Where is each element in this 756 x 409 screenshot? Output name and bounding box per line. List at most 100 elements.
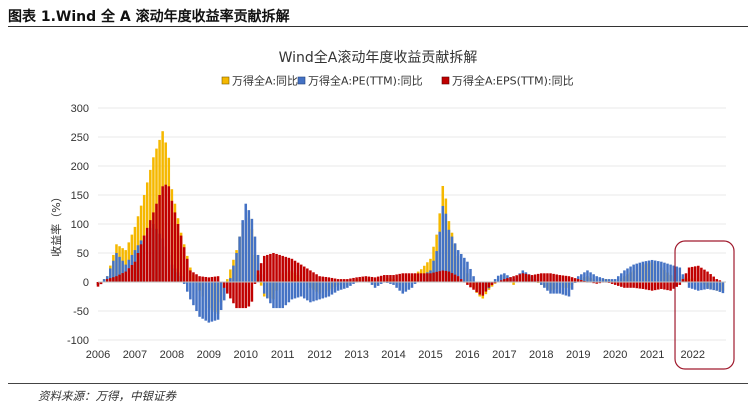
- bar-pe: [450, 236, 454, 282]
- bar-pe: [195, 282, 198, 311]
- legend-label-total: 万得全A:同比: [232, 74, 298, 88]
- bar-eps: [383, 275, 386, 282]
- bar-pe: [493, 279, 497, 282]
- bar-pe: [620, 273, 623, 282]
- bar-pe: [290, 282, 294, 300]
- bar-pe: [558, 282, 562, 294]
- bar-eps: [549, 273, 552, 282]
- bar-eps: [318, 276, 321, 282]
- bar-eps: [706, 271, 709, 282]
- bar-eps: [546, 273, 549, 282]
- bar-pe: [241, 220, 244, 282]
- bar-pe: [687, 282, 691, 288]
- bar-pe: [330, 282, 334, 295]
- bar-eps: [660, 282, 663, 289]
- x-tick-label: 2007: [123, 349, 147, 361]
- bar-eps: [709, 274, 712, 282]
- bar-eps: [312, 272, 315, 282]
- bar-eps: [226, 282, 229, 294]
- bar-eps: [105, 279, 109, 282]
- bar-eps: [407, 273, 411, 282]
- bar-eps: [530, 275, 534, 282]
- y-tick-label: 150: [71, 190, 89, 202]
- y-tick-label: -50: [73, 306, 89, 318]
- bar-pe: [592, 274, 595, 282]
- bar-eps: [287, 257, 291, 282]
- bar-pe: [472, 276, 475, 282]
- bar-eps: [386, 275, 389, 282]
- bar-eps: [435, 271, 438, 282]
- bar-eps: [700, 267, 703, 282]
- x-tick-label: 2006: [86, 349, 110, 361]
- bar-eps: [346, 279, 349, 282]
- bar-eps: [395, 274, 398, 282]
- series-pe: [96, 203, 725, 323]
- bar-pe: [247, 210, 251, 282]
- bar-eps: [684, 273, 688, 282]
- bar-eps: [610, 282, 614, 284]
- bar-pe: [607, 279, 611, 282]
- bar-eps: [389, 275, 392, 282]
- bar-pe: [373, 282, 377, 288]
- bar-eps: [626, 282, 629, 288]
- bar-pe: [543, 282, 546, 288]
- bar-pe: [404, 282, 408, 292]
- bar-pe: [697, 282, 700, 291]
- bar-pe: [112, 260, 115, 282]
- x-tick-label: 2015: [418, 349, 442, 361]
- bar-pe: [192, 282, 195, 306]
- bar-eps: [139, 244, 143, 282]
- bar-eps: [558, 275, 562, 282]
- bar-pe: [613, 279, 617, 282]
- bar-eps: [506, 278, 509, 282]
- bar-eps: [456, 276, 460, 282]
- bar-eps: [161, 186, 164, 282]
- bar-eps: [278, 254, 281, 282]
- bar-pe: [312, 282, 315, 302]
- bar-pe: [700, 282, 703, 291]
- bar-pe: [118, 256, 121, 282]
- bar-eps: [441, 270, 445, 282]
- bar-eps: [118, 274, 121, 282]
- bar-total: [226, 279, 229, 282]
- bar-eps: [515, 275, 518, 282]
- bar-pe: [644, 261, 648, 282]
- bar-pe: [232, 265, 235, 282]
- bar-eps: [512, 276, 515, 282]
- bar-pe: [657, 261, 660, 282]
- bar-eps: [361, 276, 364, 282]
- bar-eps: [330, 277, 334, 282]
- bar-pe: [466, 261, 469, 282]
- bar-eps: [423, 273, 426, 282]
- bar-pe: [435, 251, 438, 282]
- bar-pe: [182, 282, 186, 284]
- bar-eps: [222, 282, 226, 288]
- bar-pe: [586, 270, 589, 282]
- bar-eps: [678, 282, 682, 285]
- legend: 万得全A:同比 万得全A:PE(TTM):同比 万得全A:EPS(TTM):同比: [221, 74, 574, 88]
- x-tick-label: 2013: [344, 349, 368, 361]
- bar-eps: [543, 273, 546, 282]
- bar-pe: [703, 282, 706, 290]
- bar-eps: [284, 256, 288, 282]
- bar-eps: [595, 282, 598, 284]
- bar-eps: [641, 282, 645, 289]
- bar-eps: [432, 272, 435, 282]
- bar-pe: [721, 282, 725, 294]
- bar-pe: [333, 282, 337, 293]
- bar-pe: [296, 282, 300, 298]
- bar-eps: [478, 282, 481, 295]
- y-tick-labels: 300 250 200 150 100 50 0 -50 -100: [67, 103, 89, 347]
- bar-pe: [306, 282, 309, 301]
- y-tick-label: -100: [67, 335, 89, 347]
- bar-eps: [136, 253, 140, 282]
- bar-eps: [269, 253, 272, 282]
- x-tick-label: 2020: [603, 349, 627, 361]
- bar-pe: [444, 213, 448, 282]
- bar-pe: [102, 279, 106, 282]
- bar-eps: [256, 270, 260, 282]
- bar-pe: [666, 263, 669, 282]
- bar-eps: [555, 274, 558, 282]
- bar-pe: [395, 282, 398, 288]
